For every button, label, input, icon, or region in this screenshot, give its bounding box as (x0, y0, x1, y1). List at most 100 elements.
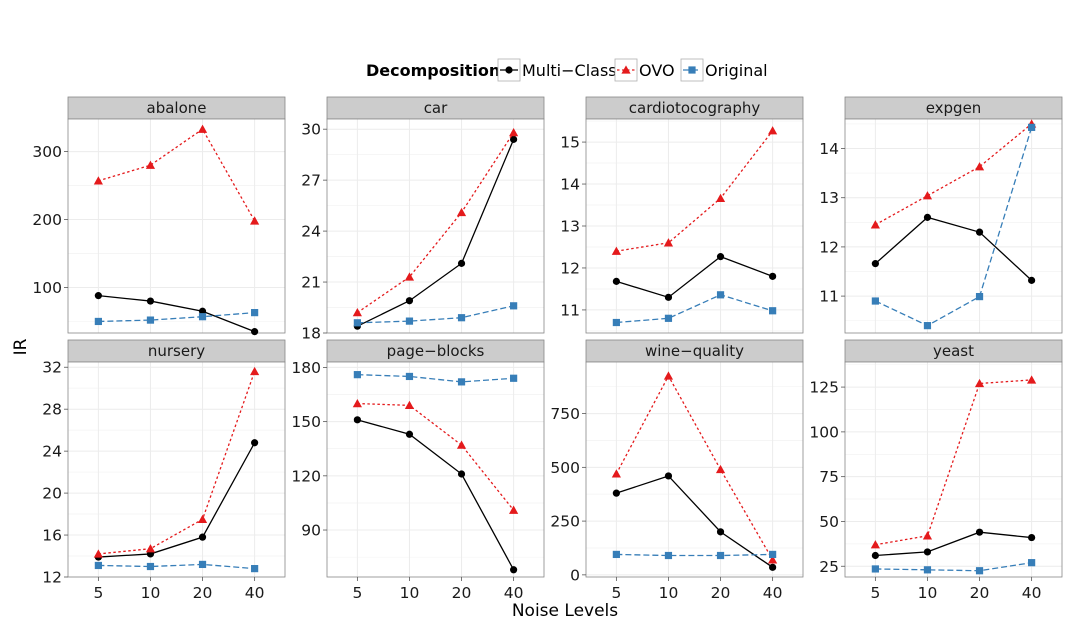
data-point (510, 566, 518, 574)
data-point (93, 549, 103, 558)
x-tick-label: 20 (711, 584, 731, 602)
y-tick-label: 12 (560, 259, 580, 277)
y-tick-label: 750 (550, 405, 580, 423)
series-line (616, 294, 773, 324)
data-point (146, 562, 155, 571)
data-point (716, 253, 725, 261)
y-tick-label: 200 (32, 211, 62, 229)
x-tick-label: 5 (611, 584, 621, 602)
panel-border (844, 361, 1063, 578)
data-point (716, 551, 725, 560)
panel-background (327, 362, 544, 577)
y-tick-label: 500 (550, 459, 580, 477)
y-tick-label: 180 (291, 359, 321, 377)
series-line (616, 255, 773, 299)
data-point (611, 469, 621, 478)
panel-background (586, 362, 803, 577)
x-tick-label: 5 (870, 584, 880, 602)
series-line (357, 402, 515, 511)
data-point (405, 297, 414, 305)
panel: abalone 100 200 300 (32, 96, 286, 336)
data-point (664, 314, 673, 322)
data-point (663, 238, 674, 247)
y-tick-label: 24 (301, 223, 321, 241)
x-tick-label: 40 (1022, 584, 1042, 602)
series-line (875, 127, 1033, 327)
series-line (357, 419, 515, 571)
y-tick-label: 125 (809, 379, 839, 397)
series-line (357, 132, 515, 314)
data-point (871, 260, 879, 268)
panels: abalone100200300car1821242730cardiotocog… (32, 96, 1063, 602)
series-line (616, 475, 773, 568)
data-point (1028, 276, 1036, 284)
y-tick-label: 13 (819, 189, 839, 207)
data-point (923, 566, 932, 574)
y-tick-label: 0 (570, 566, 580, 584)
panel-title: nursery (148, 342, 205, 360)
panel: nursery 12 16 20 24 28 32 5 10 20 40 (42, 339, 286, 602)
data-point (456, 207, 467, 217)
legend-label: Original (705, 61, 768, 80)
y-tick-label: 75 (819, 468, 839, 486)
x-tick-label: 40 (763, 584, 783, 602)
data-point (251, 328, 259, 336)
y-tick-label: 13 (560, 218, 580, 236)
data-point (664, 551, 673, 560)
data-point (352, 308, 362, 317)
data-point (715, 464, 726, 474)
y-tick-label: 21 (301, 274, 321, 292)
x-tick-label: 40 (245, 584, 265, 602)
data-point (923, 213, 932, 221)
panel-title: car (424, 99, 448, 117)
data-point (198, 533, 207, 541)
y-tick-label: 150 (291, 413, 321, 431)
data-point (922, 531, 933, 540)
y-tick-label: 120 (291, 467, 321, 485)
data-point (510, 374, 518, 382)
data-point (612, 489, 620, 497)
data-point (975, 228, 984, 236)
panel-border (844, 118, 1063, 334)
data-point (198, 307, 207, 315)
series-line (874, 216, 1033, 281)
y-tick-label: 11 (560, 301, 580, 319)
data-point (146, 297, 155, 305)
series-line (98, 442, 256, 558)
y-tick-label: 12 (819, 238, 839, 256)
y-tick-label: 90 (301, 522, 321, 540)
data-point (974, 378, 985, 388)
panel-title: wine−quality (645, 342, 744, 360)
legend-entry: Original (680, 58, 768, 82)
data-point (716, 528, 725, 536)
data-point (768, 126, 778, 135)
y-tick-label: 250 (550, 513, 580, 531)
data-point (769, 307, 777, 315)
data-point (251, 439, 259, 447)
panel-title: yeast (933, 342, 974, 360)
data-point (197, 124, 208, 133)
y-tick-label: 16 (42, 527, 62, 545)
panel-background (845, 119, 1062, 333)
data-point (145, 544, 156, 553)
data-point (352, 398, 362, 408)
data-point (509, 505, 519, 514)
panel-background (68, 119, 285, 333)
y-tick-label: 15 (560, 134, 580, 152)
panel-background (327, 119, 544, 333)
data-point (871, 565, 879, 573)
data-point (768, 555, 778, 564)
y-tick-label: 100 (809, 423, 839, 441)
panel-border (326, 118, 545, 334)
panel-border (67, 361, 286, 578)
data-point (145, 160, 156, 169)
data-point (974, 162, 985, 171)
data-point (612, 277, 620, 285)
series-line (98, 128, 256, 222)
panel: page−blocks 90 120 150 180 5 10 20 40 (291, 339, 545, 602)
data-point (93, 176, 103, 185)
x-tick-label: 20 (193, 584, 213, 602)
series-line (875, 562, 1032, 572)
